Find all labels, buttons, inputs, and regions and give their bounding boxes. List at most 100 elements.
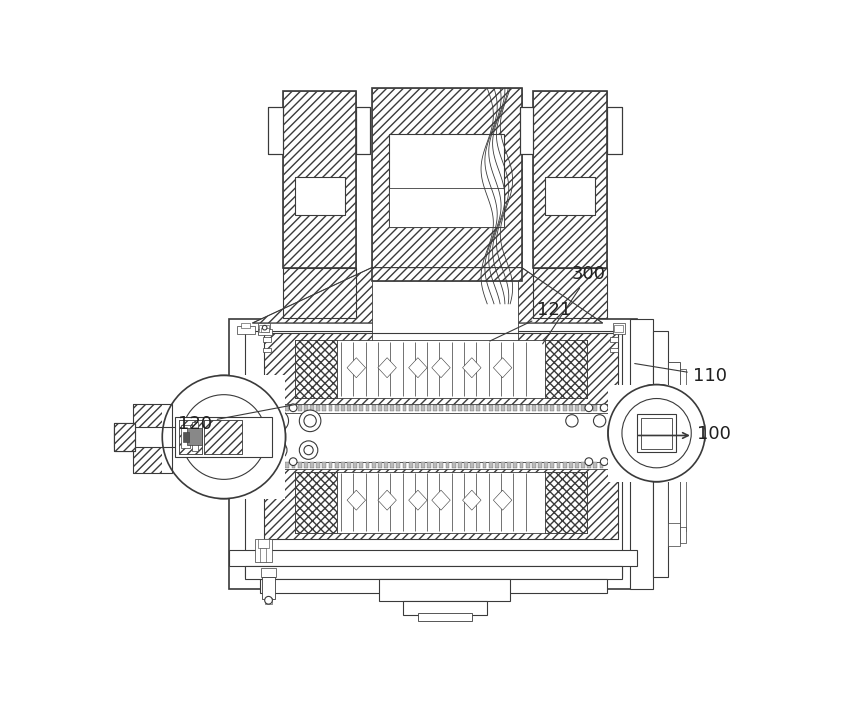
Bar: [265, 598, 271, 604]
Bar: [390, 405, 393, 411]
Circle shape: [600, 404, 607, 412]
Bar: [544, 472, 586, 534]
Bar: [263, 348, 270, 352]
Bar: [297, 463, 301, 467]
Bar: [254, 538, 271, 562]
Bar: [494, 463, 499, 467]
Bar: [262, 577, 275, 599]
Bar: [533, 268, 606, 318]
Bar: [353, 405, 356, 411]
Bar: [482, 463, 486, 467]
Bar: [636, 414, 675, 453]
Bar: [488, 405, 492, 411]
Bar: [162, 375, 285, 498]
Bar: [379, 579, 510, 601]
Circle shape: [592, 415, 605, 427]
Bar: [268, 108, 282, 154]
Bar: [652, 330, 667, 577]
Circle shape: [264, 596, 272, 604]
Circle shape: [622, 399, 691, 467]
Bar: [359, 405, 362, 411]
Bar: [433, 405, 437, 411]
Bar: [263, 333, 617, 406]
Polygon shape: [462, 358, 480, 378]
Bar: [263, 462, 617, 470]
Bar: [544, 176, 594, 215]
Bar: [179, 420, 202, 454]
Bar: [667, 361, 679, 538]
Bar: [606, 108, 622, 154]
Bar: [365, 463, 369, 467]
Bar: [257, 538, 269, 548]
Bar: [294, 340, 586, 398]
Bar: [294, 340, 337, 398]
Bar: [402, 601, 486, 615]
Bar: [544, 340, 586, 398]
Circle shape: [274, 404, 282, 412]
Polygon shape: [377, 490, 396, 510]
Bar: [291, 463, 295, 467]
Bar: [245, 408, 622, 470]
Circle shape: [182, 394, 266, 479]
Polygon shape: [408, 490, 427, 510]
Bar: [592, 463, 597, 467]
Bar: [599, 405, 603, 411]
Polygon shape: [492, 490, 511, 510]
Bar: [408, 405, 412, 411]
Bar: [568, 405, 572, 411]
Circle shape: [274, 458, 282, 465]
Bar: [183, 432, 189, 441]
Circle shape: [304, 446, 313, 455]
Bar: [240, 323, 250, 328]
Bar: [679, 369, 685, 531]
Bar: [519, 108, 533, 154]
Bar: [574, 405, 579, 411]
Polygon shape: [347, 358, 365, 378]
Bar: [525, 405, 529, 411]
Bar: [347, 405, 350, 411]
Bar: [543, 405, 548, 411]
Bar: [187, 428, 202, 445]
Circle shape: [299, 441, 318, 459]
Bar: [340, 405, 344, 411]
Circle shape: [304, 415, 316, 427]
Bar: [408, 463, 412, 467]
Text: 300: 300: [542, 265, 605, 344]
Bar: [263, 337, 270, 342]
Bar: [203, 420, 242, 454]
Bar: [263, 404, 617, 413]
Bar: [282, 268, 356, 318]
Bar: [133, 404, 171, 473]
Bar: [388, 134, 504, 227]
Bar: [667, 523, 679, 546]
Bar: [599, 463, 603, 467]
Bar: [519, 108, 533, 154]
Bar: [427, 405, 430, 411]
Bar: [294, 472, 586, 534]
Bar: [533, 91, 606, 268]
Bar: [260, 579, 606, 593]
Polygon shape: [377, 358, 396, 378]
Bar: [537, 405, 542, 411]
Polygon shape: [431, 358, 449, 378]
Bar: [304, 463, 307, 467]
Bar: [420, 463, 424, 467]
Text: 110: 110: [634, 363, 726, 385]
Bar: [574, 463, 579, 467]
Bar: [294, 176, 344, 215]
Bar: [418, 613, 471, 621]
Bar: [610, 337, 617, 342]
Bar: [259, 325, 269, 333]
Bar: [133, 404, 171, 473]
Bar: [500, 405, 505, 411]
Bar: [175, 417, 271, 457]
Circle shape: [600, 458, 607, 465]
Bar: [610, 348, 617, 352]
Bar: [371, 88, 521, 280]
Bar: [463, 463, 468, 467]
Bar: [592, 405, 597, 411]
Circle shape: [262, 325, 267, 330]
Bar: [365, 405, 369, 411]
Bar: [291, 405, 295, 411]
Bar: [586, 463, 591, 467]
